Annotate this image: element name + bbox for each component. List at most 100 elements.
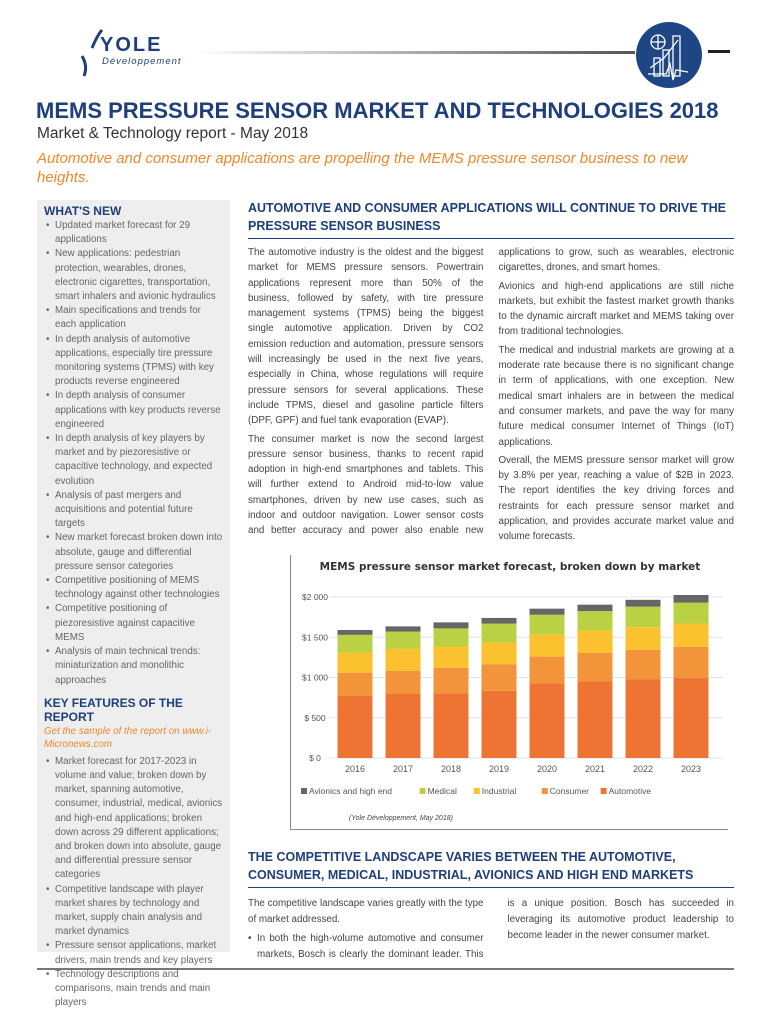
y-tick-label: $ 500 bbox=[304, 713, 326, 723]
key-features-heading: KEY FEATURES OF THE REPORT bbox=[44, 695, 183, 724]
logo-sub: Développement bbox=[102, 56, 182, 67]
footer-rule bbox=[37, 968, 734, 970]
sample-link[interactable]: Get the sample of the report on www.i-Mi… bbox=[44, 725, 212, 750]
chart-title: MEMS pressure sensor market forecast, br… bbox=[320, 561, 701, 573]
legend-swatch bbox=[600, 788, 607, 794]
bar-medical bbox=[481, 623, 517, 643]
bar-industrial bbox=[577, 630, 613, 653]
market-forecast-chart: MEMS pressure sensor market forecast, br… bbox=[290, 555, 728, 830]
sidebar: WHAT'S NEW Updated market forecast for 2… bbox=[37, 200, 230, 1008]
list-item: Competitive positioning of MEMS technolo… bbox=[44, 574, 224, 602]
header-rule bbox=[195, 51, 635, 54]
bar-medical bbox=[625, 606, 661, 628]
bar-industrial bbox=[529, 634, 565, 657]
list-item: Technology descriptions and comparisons,… bbox=[44, 968, 224, 1011]
section1-heading: AUTOMOTIVE AND CONSUMER APPLICATIONS WIL… bbox=[248, 199, 734, 239]
bar-automotive bbox=[529, 683, 565, 758]
bar-consumer bbox=[529, 656, 565, 684]
paragraph: The consumer market is now the second la… bbox=[248, 247, 734, 537]
bar-automotive bbox=[385, 694, 421, 758]
bar-avionics-and-high-end bbox=[433, 622, 469, 629]
section2-heading: THE COMPETITIVE LANDSCAPE VARIES BETWEEN… bbox=[248, 848, 734, 888]
list-item: Updated market forecast for 29 applicati… bbox=[44, 219, 224, 247]
bar-avionics-and-high-end bbox=[625, 599, 661, 607]
bar-consumer bbox=[337, 672, 373, 697]
list-item: Analysis of past mergers and acquisition… bbox=[44, 489, 224, 532]
section2-intro: The competitive landscape varies greatly… bbox=[248, 898, 484, 925]
x-tick-label: 2021 bbox=[585, 764, 605, 774]
bar-medical bbox=[385, 631, 421, 649]
growth-chart-icon bbox=[636, 22, 702, 88]
whats-new-list: Updated market forecast for 29 applicati… bbox=[44, 219, 224, 688]
x-tick-label: 2018 bbox=[441, 764, 461, 774]
section1-body: The automotive industry is the oldest an… bbox=[248, 245, 734, 545]
key-features-list: Market forecast for 2017-2023 in volume … bbox=[44, 755, 224, 1011]
bar-consumer bbox=[625, 649, 661, 680]
bar-automotive bbox=[481, 690, 517, 758]
list-item: Competitive positioning of piezoresistiv… bbox=[44, 602, 224, 645]
list-item: Analysis of main technical trends: minia… bbox=[44, 645, 224, 688]
bar-industrial bbox=[673, 623, 709, 647]
list-item: Competitive landscape with player market… bbox=[44, 883, 224, 940]
paragraph: The automotive industry is the oldest an… bbox=[248, 247, 484, 427]
y-tick-label: $ 0 bbox=[309, 753, 321, 763]
bar-avionics-and-high-end bbox=[673, 594, 709, 603]
paragraph: Avionics and high-end applications are s… bbox=[498, 280, 735, 338]
bar-medical bbox=[337, 634, 373, 653]
bar-automotive bbox=[673, 677, 709, 758]
list-item: New applications: pedestrian protection,… bbox=[44, 247, 224, 304]
legend-label: Avionics and high end bbox=[309, 786, 392, 796]
bar-industrial bbox=[481, 642, 517, 665]
legend-swatch bbox=[301, 788, 307, 794]
y-tick-label: $1 000 bbox=[302, 673, 328, 683]
bar-industrial bbox=[625, 627, 661, 650]
legend-label: Medical bbox=[428, 786, 457, 796]
bar-consumer bbox=[577, 652, 613, 682]
bar-automotive bbox=[577, 681, 613, 758]
legend-label: Industrial bbox=[482, 786, 517, 796]
bar-avionics-and-high-end bbox=[529, 608, 565, 615]
x-tick-label: 2020 bbox=[537, 764, 557, 774]
bar-medical bbox=[433, 628, 469, 647]
y-tick-label: $1 500 bbox=[302, 632, 328, 642]
legend-swatch bbox=[473, 788, 480, 794]
x-tick-label: 2022 bbox=[633, 764, 653, 774]
list-item: New market forecast broken down into abs… bbox=[44, 531, 224, 574]
x-tick-label: 2017 bbox=[393, 764, 413, 774]
bar-automotive bbox=[433, 693, 469, 758]
x-tick-label: 2016 bbox=[345, 764, 365, 774]
bar-medical bbox=[529, 614, 565, 635]
bar-automotive bbox=[625, 679, 661, 758]
bar-consumer bbox=[481, 664, 517, 691]
bar-consumer bbox=[673, 646, 709, 678]
yole-logo: YOLE Développement bbox=[78, 28, 208, 78]
bar-industrial bbox=[433, 646, 469, 668]
legend-swatch bbox=[419, 788, 426, 794]
legend-swatch bbox=[541, 788, 548, 794]
logo-swoosh-icon bbox=[80, 28, 104, 77]
tagline: Automotive and consumer applications are… bbox=[37, 150, 688, 186]
x-tick-label: 2023 bbox=[681, 764, 701, 774]
section2-body: The competitive landscape varies greatly… bbox=[248, 896, 734, 963]
bar-industrial bbox=[337, 652, 373, 673]
bar-avionics-and-high-end bbox=[385, 626, 421, 632]
header-dash bbox=[708, 50, 730, 53]
bar-avionics-and-high-end bbox=[337, 630, 373, 635]
list-item: Main specifications and trends for each … bbox=[44, 304, 224, 332]
paragraph: Overall, the MEMS pressure sensor market… bbox=[498, 454, 735, 543]
bar-avionics-and-high-end bbox=[577, 604, 613, 612]
y-tick-label: $2 000 bbox=[302, 592, 328, 602]
list-item: Pressure sensor applications, market dri… bbox=[44, 939, 224, 967]
bar-automotive bbox=[337, 696, 373, 758]
list-item: In depth analysis of key players by mark… bbox=[44, 432, 224, 489]
logo-brand: YOLE bbox=[100, 34, 163, 56]
legend-label: Automotive bbox=[609, 786, 652, 796]
chart-source: (Yole Développement, May 2018) bbox=[349, 815, 453, 822]
whats-new-heading: WHAT'S NEW bbox=[44, 204, 122, 218]
list-item: Market forecast for 2017-2023 in volume … bbox=[44, 755, 224, 883]
paragraph: The medical and industrial markets are g… bbox=[498, 344, 735, 448]
bar-avionics-and-high-end bbox=[481, 617, 517, 624]
page-title: MEMS PRESSURE SENSOR MARKET AND TECHNOLO… bbox=[36, 98, 719, 123]
page-subtitle: Market & Technology report - May 2018 bbox=[37, 125, 309, 142]
bar-industrial bbox=[385, 648, 421, 671]
